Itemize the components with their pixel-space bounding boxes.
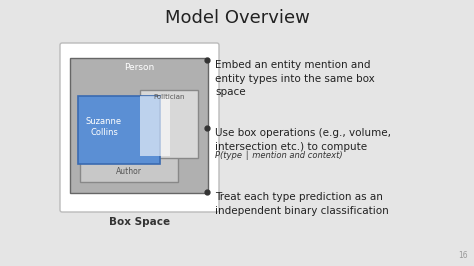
Text: 16: 16 bbox=[458, 251, 468, 260]
Text: Use box operations (e.g., volume,
intersection etc.) to compute: Use box operations (e.g., volume, inters… bbox=[215, 128, 391, 152]
Text: Politician: Politician bbox=[153, 94, 185, 100]
Text: Box Space: Box Space bbox=[109, 217, 171, 227]
Text: Treat each type prediction as an
independent binary classification: Treat each type prediction as an indepen… bbox=[215, 192, 389, 216]
Text: Embed an entity mention and
entity types into the same box
space: Embed an entity mention and entity types… bbox=[215, 60, 375, 97]
FancyBboxPatch shape bbox=[60, 43, 219, 212]
Bar bbox=[70, 58, 208, 193]
Bar bbox=[80, 148, 178, 182]
Text: Person: Person bbox=[124, 64, 154, 73]
Bar bbox=[140, 96, 170, 156]
Text: P(type │ mention and context): P(type │ mention and context) bbox=[215, 150, 343, 160]
Text: Suzanne
Collins: Suzanne Collins bbox=[86, 117, 122, 138]
Bar bbox=[78, 96, 160, 164]
Text: Model Overview: Model Overview bbox=[164, 9, 310, 27]
Bar bbox=[140, 90, 198, 158]
Text: Author: Author bbox=[116, 168, 142, 177]
